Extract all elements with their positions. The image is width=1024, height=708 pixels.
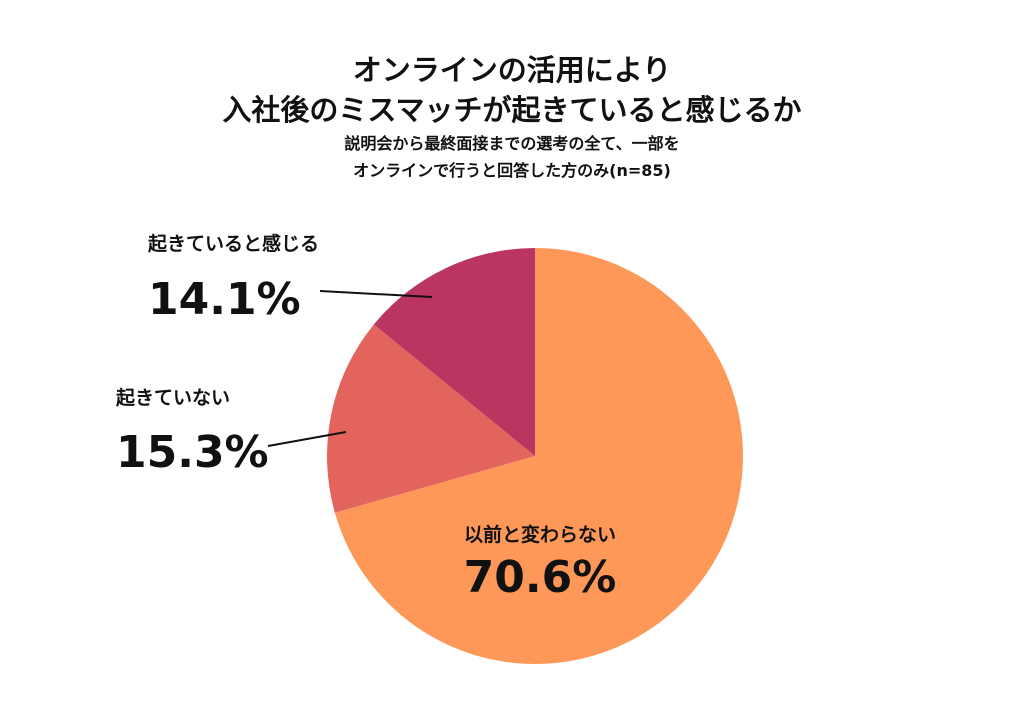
chart-title-line-1: オンラインの活用により xyxy=(352,53,672,87)
slice-labels: 以前と変わらない 70.6% 起きていない 15.3% 起きていると感じる 14.1% xyxy=(115,232,616,603)
leader-lines xyxy=(267,290,433,447)
pie-slice-3 xyxy=(373,248,535,456)
slice-label-name-2: 起きていない xyxy=(115,387,230,409)
slice-label-name-3: 起きていると感じる xyxy=(147,232,319,255)
chart-subtitle-line-1: 説明会から最終面接までの選考の全て、一部を xyxy=(344,134,680,153)
pie-slice-1 xyxy=(334,248,743,664)
slice-label-value-3: 14.1% xyxy=(148,274,301,325)
slice-label-value-1: 70.6% xyxy=(464,552,617,603)
slice-label-value-2: 15.3% xyxy=(116,427,269,478)
leader-line-3 xyxy=(319,290,433,298)
leader-line-2 xyxy=(267,431,347,447)
chart-subtitle-line-2: オンラインで行うと回答した方のみ(n=85) xyxy=(353,161,671,180)
pie-slice-2 xyxy=(327,324,535,513)
chart-title-line-2: 入社後のミスマッチが起きていると感じるか xyxy=(222,93,802,127)
pie-slices xyxy=(327,248,743,664)
slice-label-name-1: 以前と変わらない xyxy=(464,523,616,546)
